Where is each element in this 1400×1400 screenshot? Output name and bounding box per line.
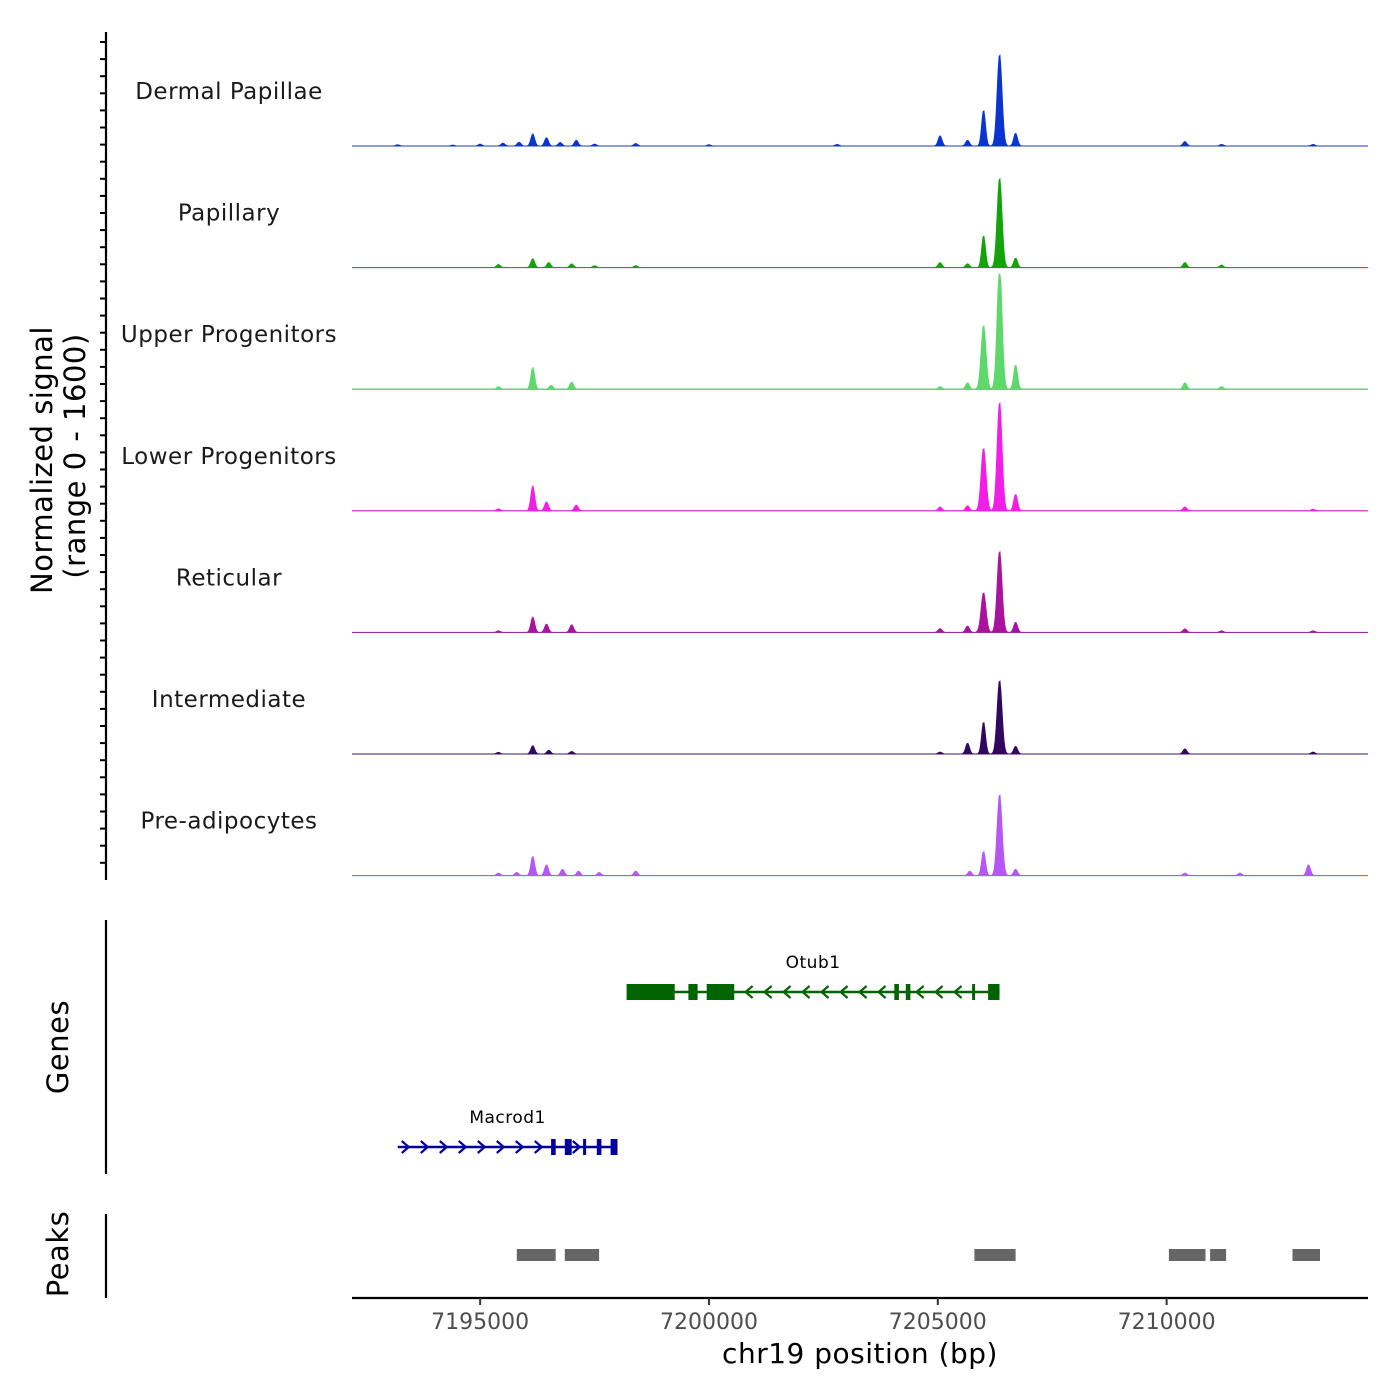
strand-arrow: [496, 1140, 506, 1154]
y-axis-title-line1: Normalized signal: [25, 326, 59, 594]
x-axis-title: chr19 position (bp): [722, 1337, 998, 1370]
track-label: Pre-adipocytes: [140, 809, 317, 835]
track-papillary: Papillary: [178, 177, 1368, 269]
track-reticular: Reticular: [176, 550, 1368, 633]
strand-arrow: [458, 1140, 468, 1154]
strand-arrow: [952, 985, 963, 999]
track-label: Lower Progenitors: [121, 444, 336, 470]
gene-label: Otub1: [786, 953, 841, 973]
exon: [706, 984, 735, 1000]
strand-arrow: [515, 1140, 525, 1154]
gene-track: Otub1 Macrod1: [397, 953, 1000, 1155]
track-label: Upper Progenitors: [121, 322, 337, 348]
coverage-area: [352, 54, 1368, 147]
track-label: Dermal Papillae: [135, 79, 323, 105]
strand-arrow: [781, 985, 792, 999]
x-tick-label: 7210000: [1118, 1310, 1216, 1335]
strand-arrow: [838, 985, 849, 999]
track-pre-adipocytes: Pre-adipocytes: [140, 794, 1368, 877]
strand-arrow: [420, 1140, 430, 1154]
exon: [688, 984, 698, 1000]
coverage-area: [352, 794, 1368, 877]
peaks-track: [516, 1249, 1320, 1261]
y-axis-title-line2: (range 0 - 1600): [58, 333, 92, 578]
coverage-area: [352, 273, 1368, 390]
exon: [894, 984, 899, 1000]
exon: [972, 984, 976, 1000]
x-tick-label: 7205000: [889, 1310, 987, 1335]
track-label: Reticular: [176, 565, 282, 591]
exon: [596, 1139, 602, 1155]
strand-arrow: [800, 985, 811, 999]
strand-arrow: [857, 985, 868, 999]
track-lower-progenitors: Lower Progenitors: [121, 401, 1368, 512]
peak-region: [974, 1249, 1016, 1261]
exon: [564, 1139, 572, 1155]
exon: [551, 1139, 556, 1155]
coverage-area: [352, 680, 1368, 755]
coverage-y-ticks: [100, 41, 106, 864]
genes-track-label: Genes: [41, 1000, 75, 1094]
track-label: Papillary: [178, 201, 280, 227]
track-dermal-papillae: Dermal Papillae: [135, 54, 1368, 147]
exon: [626, 984, 675, 1000]
peak-region: [516, 1249, 556, 1261]
strand-arrow: [876, 985, 887, 999]
coverage-tracks: Dermal Papillae Papillary Upper Progenitor…: [121, 54, 1368, 877]
strand-arrow: [819, 985, 830, 999]
gene-otub1: Otub1: [626, 953, 1000, 1000]
exon: [583, 1139, 587, 1155]
exon: [905, 984, 911, 1000]
strand-arrow: [534, 1140, 544, 1154]
strand-arrow: [439, 1140, 449, 1154]
track-upper-progenitors: Upper Progenitors: [121, 273, 1368, 390]
peak-region: [1210, 1249, 1227, 1261]
coverage-area: [352, 550, 1368, 633]
peak-region: [1292, 1249, 1320, 1261]
x-axis-ticks: 7195000 7200000 7205000 7210000: [431, 1298, 1216, 1335]
track-intermediate: Intermediate: [152, 680, 1368, 755]
strand-arrow: [743, 985, 754, 999]
strand-arrow: [914, 985, 925, 999]
x-tick-label: 7195000: [431, 1310, 529, 1335]
exon: [988, 984, 1000, 1000]
track-label: Intermediate: [152, 687, 306, 713]
gene-macrod1: Macrod1: [397, 1108, 618, 1155]
gene-label: Macrod1: [469, 1108, 546, 1128]
strand-arrow: [572, 1140, 582, 1154]
coverage-area: [352, 177, 1368, 269]
peak-region: [1168, 1249, 1206, 1261]
peaks-track-label: Peaks: [41, 1211, 75, 1297]
x-tick-label: 7200000: [660, 1310, 758, 1335]
coverage-area: [352, 401, 1368, 512]
strand-arrow: [477, 1140, 487, 1154]
strand-arrow: [401, 1140, 411, 1154]
strand-arrow: [762, 985, 773, 999]
peak-region: [564, 1249, 600, 1261]
strand-arrow: [933, 985, 944, 999]
exon: [610, 1139, 618, 1155]
